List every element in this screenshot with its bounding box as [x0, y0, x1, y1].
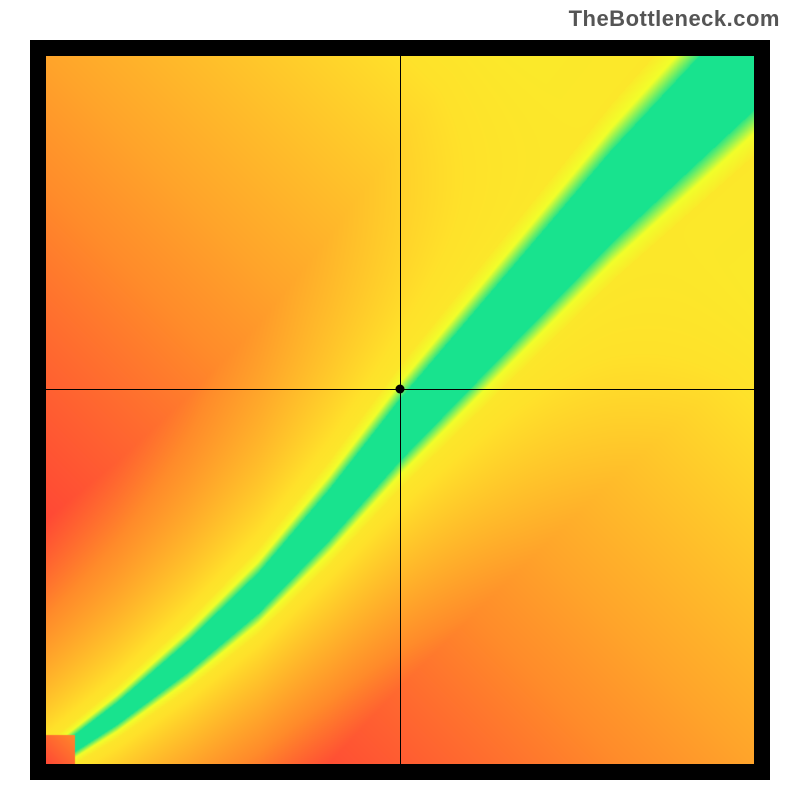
watermark-text: TheBottleneck.com — [569, 6, 780, 32]
page-container: TheBottleneck.com — [0, 0, 800, 800]
heatmap-canvas — [46, 56, 754, 764]
chart-frame — [30, 40, 770, 780]
